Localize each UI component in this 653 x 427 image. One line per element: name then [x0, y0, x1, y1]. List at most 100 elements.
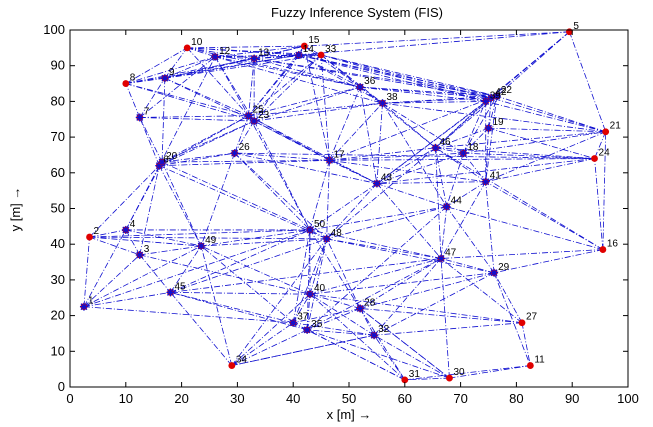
- node-35-label: 35: [311, 319, 323, 330]
- y-tick-label: 0: [58, 379, 65, 394]
- node-47-label: 47: [445, 247, 457, 258]
- node-1-star: [80, 303, 88, 311]
- node-43-label: 43: [381, 173, 393, 184]
- node-41-label: 41: [490, 171, 502, 182]
- node-47-star: [437, 254, 445, 262]
- node-33-label: 33: [325, 44, 337, 55]
- node-48-star: [323, 235, 331, 243]
- node-11-marker: [527, 362, 534, 369]
- node-20-label: 20: [166, 151, 178, 162]
- node-42-label: 42: [495, 87, 507, 98]
- node-49-label: 49: [205, 235, 217, 246]
- node-50-label: 50: [314, 219, 326, 230]
- node-24-marker: [591, 155, 598, 162]
- x-tick-label: 60: [398, 391, 412, 406]
- x-tick-label: 20: [174, 391, 188, 406]
- node-18-star: [459, 149, 467, 157]
- x-tick-label: 50: [342, 391, 356, 406]
- node-16-marker: [599, 246, 606, 253]
- node-18-label: 18: [467, 142, 479, 153]
- x-tick-label: 0: [66, 391, 73, 406]
- node-1-label: 1: [88, 296, 94, 307]
- node-44-star: [443, 203, 451, 211]
- y-tick-label: 40: [51, 236, 65, 251]
- node-37-star: [289, 319, 297, 327]
- node-13-label: 13: [258, 48, 270, 59]
- node-12-star: [211, 53, 219, 61]
- node-14-star: [295, 51, 303, 59]
- node-8-label: 8: [130, 73, 136, 84]
- node-15-label: 15: [308, 35, 320, 46]
- x-tick-label: 100: [617, 391, 639, 406]
- node-19-star: [485, 124, 493, 132]
- node-41-star: [482, 178, 490, 186]
- node-9-label: 9: [169, 67, 175, 78]
- node-45-label: 45: [174, 281, 186, 292]
- node-19-label: 19: [493, 117, 505, 128]
- node-2-label: 2: [94, 226, 100, 237]
- node-48-label: 48: [331, 228, 343, 239]
- x-tick-label: 40: [286, 391, 300, 406]
- node-4-label: 4: [130, 219, 136, 230]
- node-8-marker: [122, 80, 129, 87]
- node-30-label: 30: [453, 367, 465, 378]
- node-40-label: 40: [314, 283, 326, 294]
- node-27-marker: [519, 319, 526, 326]
- node-37-label: 37: [297, 312, 309, 323]
- y-tick-label: 30: [51, 272, 65, 287]
- node-10-marker: [184, 44, 191, 51]
- node-34-label: 34: [236, 355, 248, 366]
- node-29-star: [490, 269, 498, 277]
- node-3-star: [136, 251, 144, 259]
- node-12-label: 12: [219, 46, 231, 57]
- y-tick-label: 50: [51, 201, 65, 216]
- node-40-star: [306, 290, 314, 298]
- node-46-label: 46: [439, 137, 451, 148]
- node-45-star: [166, 288, 174, 296]
- node-33-marker: [318, 52, 325, 59]
- node-26-label: 26: [239, 142, 251, 153]
- y-tick-label: 70: [51, 129, 65, 144]
- node-38-label: 38: [386, 92, 398, 103]
- node-21-marker: [602, 128, 609, 135]
- node-32-label: 32: [378, 324, 390, 335]
- node-43-star: [373, 180, 381, 188]
- y-tick-label: 100: [43, 22, 65, 37]
- node-25-star: [245, 112, 253, 120]
- node-13-star: [250, 55, 258, 63]
- node-34-marker: [228, 362, 235, 369]
- node-26-star: [231, 149, 239, 157]
- x-tick-label: 30: [230, 391, 244, 406]
- y-tick-label: 20: [51, 308, 65, 323]
- node-36-star: [356, 83, 364, 91]
- node-31-label: 31: [409, 369, 421, 380]
- node-21-label: 21: [610, 121, 622, 132]
- node-28-star: [356, 304, 364, 312]
- x-tick-label: 10: [119, 391, 133, 406]
- node-9-star: [161, 74, 169, 82]
- y-tick-label: 10: [51, 343, 65, 358]
- node-7-label: 7: [144, 106, 150, 117]
- node-17-label: 17: [333, 149, 345, 160]
- node-4-star: [122, 226, 130, 234]
- y-axis-label: y [m] →: [8, 187, 23, 232]
- node-49-star: [197, 242, 205, 250]
- x-axis-label: x [m] →: [327, 407, 372, 422]
- node-25-label: 25: [253, 105, 265, 116]
- node-44-label: 44: [451, 196, 463, 207]
- y-tick-label: 80: [51, 93, 65, 108]
- y-tick-label: 60: [51, 165, 65, 180]
- node-24-label: 24: [599, 148, 611, 159]
- node-35-star: [303, 326, 311, 334]
- node-30-marker: [446, 375, 453, 382]
- node-17-star: [325, 156, 333, 164]
- node-3-label: 3: [144, 244, 150, 255]
- node-27-label: 27: [526, 312, 538, 323]
- node-29-label: 29: [498, 262, 510, 273]
- node-32-star: [370, 331, 378, 339]
- node-16-label: 16: [607, 239, 619, 250]
- node-7-star: [136, 113, 144, 121]
- node-2-marker: [86, 234, 93, 241]
- node-50-star: [306, 226, 314, 234]
